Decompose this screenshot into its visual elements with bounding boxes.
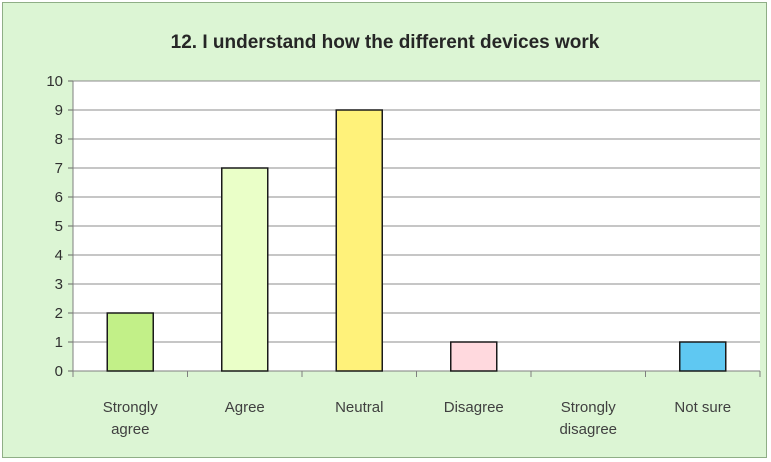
bar: [679, 341, 727, 372]
y-tick-label: 7: [55, 160, 63, 177]
x-category-label: Neutral: [335, 399, 383, 416]
y-tick-label: 1: [55, 334, 63, 351]
bars: [106, 109, 727, 372]
chart-title: 12. I understand how the different devic…: [171, 32, 600, 53]
gridlines: [73, 80, 760, 343]
bar: [106, 312, 154, 372]
bar: [450, 341, 498, 372]
x-category-label: Strongly agree: [103, 399, 159, 438]
bar: [221, 167, 269, 372]
y-tick-label: 4: [55, 247, 63, 264]
y-tick-label: 0: [55, 363, 63, 380]
bar-chart: 12. I understand how the different devic…: [46, 32, 761, 438]
bar: [335, 109, 383, 372]
y-tick-label: 9: [55, 102, 63, 119]
y-tick-label: 6: [55, 189, 63, 206]
axes: [68, 80, 761, 377]
x-category-label: Disagree: [444, 399, 504, 416]
y-axis-ticks: 0 1 2 3 4 5 6 7 8 9 10: [46, 73, 63, 380]
y-tick-label: 8: [55, 131, 63, 148]
x-category-label: Not sure: [674, 399, 731, 416]
y-tick-label: 3: [55, 276, 63, 293]
chart-frame: 12. I understand how the different devic…: [2, 2, 767, 458]
x-category-label: Agree: [225, 399, 265, 416]
x-category-label: Strongly disagree: [559, 399, 617, 438]
x-axis-labels: Strongly agree Agree Neutral Disagree Strongl…: [103, 399, 731, 438]
y-tick-label: 5: [55, 218, 63, 235]
y-tick-label: 10: [46, 73, 63, 90]
y-tick-label: 2: [55, 305, 63, 322]
